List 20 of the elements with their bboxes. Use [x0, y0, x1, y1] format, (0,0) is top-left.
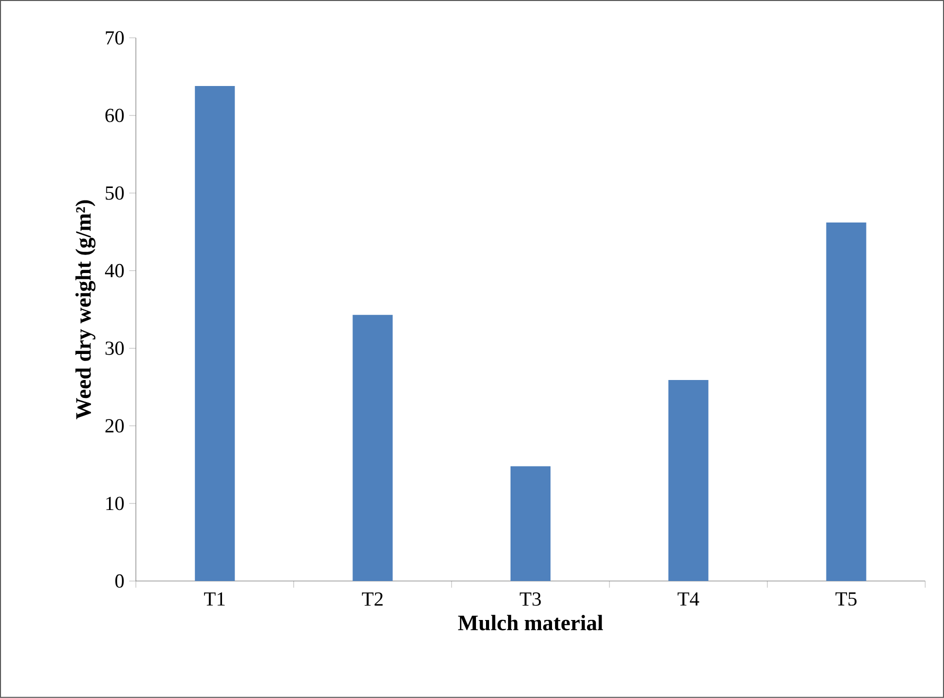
y-tick-label: 60: [105, 108, 124, 122]
bar: [826, 222, 866, 582]
x-tick-label: T3: [520, 592, 541, 606]
y-tick-label: 40: [104, 264, 124, 278]
x-tick-label: T5: [836, 592, 857, 606]
x-tick-label: T4: [678, 592, 700, 606]
y-tick-label: 50: [106, 186, 124, 200]
x-tick-label: T2: [362, 592, 383, 606]
bar: [510, 466, 551, 582]
y-tick-label: 30: [106, 342, 124, 356]
bar: [352, 314, 393, 582]
y-tick-label: 20: [105, 419, 124, 433]
y-tick-label: 0: [115, 574, 124, 588]
y-axis-title: Weed dry weight (g/m²): [75, 200, 96, 420]
y-tick-label: 10: [106, 496, 124, 510]
x-tick-label: T1: [204, 592, 225, 606]
bar: [668, 380, 708, 582]
y-tick-label: 70: [106, 31, 124, 45]
bar: [194, 86, 235, 582]
x-axis-title: Mulch material: [458, 614, 603, 630]
